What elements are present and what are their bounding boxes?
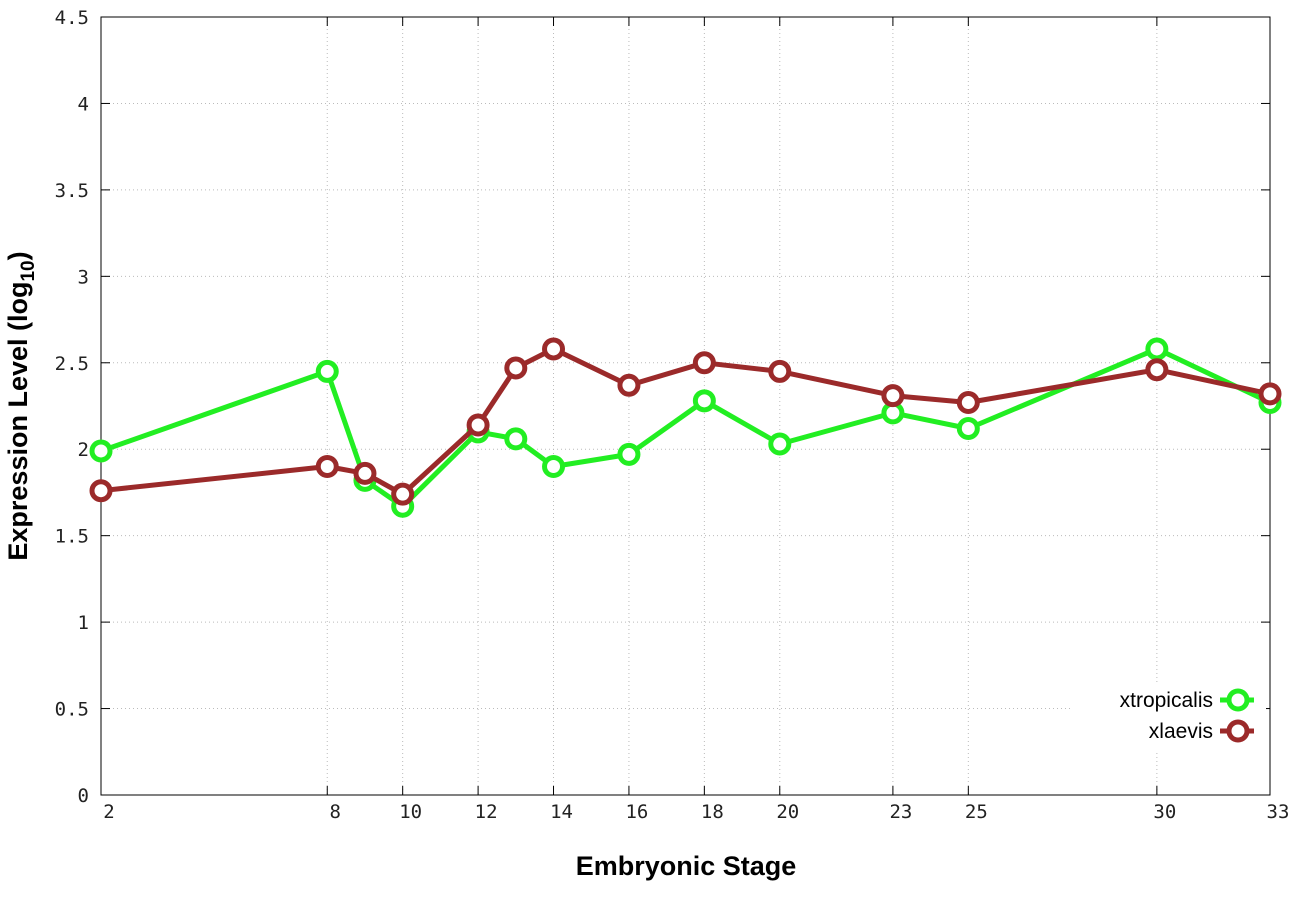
x-tick-label: 20 — [776, 801, 799, 823]
x-axis-ticks: 2 8 10 12 14 16 18 20 23 25 30 33 — [100, 17, 1290, 823]
data-point-xlaevis — [315, 455, 339, 479]
data-point-xtropicalis — [504, 427, 528, 451]
data-point-xlaevis — [353, 461, 377, 485]
data-point-xtropicalis — [956, 416, 980, 440]
y-tick-label: 2.5 — [55, 353, 89, 375]
y-tick-label: 2 — [78, 439, 89, 461]
x-axis-title: Embryonic Stage — [576, 851, 797, 881]
legend: xtropicalis xlaevis — [1070, 682, 1266, 752]
data-point-xtropicalis — [542, 455, 566, 479]
data-point-xtropicalis — [692, 389, 716, 413]
data-point-xtropicalis — [89, 439, 113, 463]
series-line-xtropicalis — [100, 346, 1272, 509]
y-axis-title-main: Expression Level (log — [3, 282, 33, 561]
data-point-xlaevis — [881, 384, 905, 408]
data-point-xtropicalis — [768, 432, 792, 456]
x-tick-label: 12 — [475, 801, 498, 823]
data-point-xlaevis — [466, 413, 490, 437]
data-point-xlaevis — [692, 351, 716, 375]
data-point-xlaevis — [617, 373, 641, 397]
data-point-xlaevis — [504, 356, 528, 380]
y-tick-label: 1.5 — [55, 526, 89, 548]
data-point-xtropicalis — [617, 442, 641, 466]
series — [89, 337, 1282, 518]
y-tick-label: 4 — [78, 93, 89, 115]
series-line-xlaevis — [100, 346, 1271, 497]
data-point-xlaevis — [391, 482, 415, 506]
data-point-xlaevis — [89, 479, 113, 503]
y-axis-title: Expression Level (log10) — [3, 251, 39, 560]
x-tick-label: 23 — [889, 801, 912, 823]
legend-marker-xtropicalis — [1226, 688, 1250, 712]
series-xlaevis — [89, 337, 1282, 506]
y-tick-label: 3 — [78, 266, 89, 288]
data-point-xtropicalis — [315, 359, 339, 383]
data-point-xlaevis — [956, 391, 980, 415]
data-point-xlaevis — [1145, 358, 1169, 382]
x-tick-label: 14 — [550, 801, 573, 823]
data-point-xlaevis — [542, 337, 566, 361]
legend-label-xtropicalis: xtropicalis — [1120, 689, 1213, 712]
y-tick-label: 0.5 — [55, 699, 89, 721]
y-axis-title-subscript: 10 — [18, 260, 39, 281]
x-tick-label: 30 — [1153, 801, 1176, 823]
plot-frame — [100, 16, 1271, 796]
legend-marker-xlaevis — [1226, 719, 1250, 743]
x-tick-label: 25 — [965, 801, 988, 823]
y-axis-ticks: 0 0.5 1 1.5 2 2.5 3 3.5 4 4.5 — [55, 7, 1270, 807]
data-point-xlaevis — [1258, 382, 1282, 406]
x-tick-label: 33 — [1267, 801, 1290, 823]
y-axis-title-close: ) — [3, 251, 33, 260]
grid — [101, 17, 1270, 795]
x-tick-label: 8 — [330, 801, 341, 823]
x-tick-label: 16 — [625, 801, 648, 823]
y-tick-label: 4.5 — [55, 7, 89, 29]
x-tick-label: 10 — [399, 801, 422, 823]
x-tick-label: 2 — [103, 801, 114, 823]
y-tick-label: 0 — [78, 785, 89, 807]
legend-label-xlaevis: xlaevis — [1149, 720, 1213, 743]
y-tick-label: 3.5 — [55, 180, 89, 202]
y-tick-label: 1 — [78, 612, 89, 634]
data-point-xlaevis — [768, 359, 792, 383]
x-tick-label: 18 — [701, 801, 724, 823]
data-point-xtropicalis — [1145, 337, 1169, 361]
